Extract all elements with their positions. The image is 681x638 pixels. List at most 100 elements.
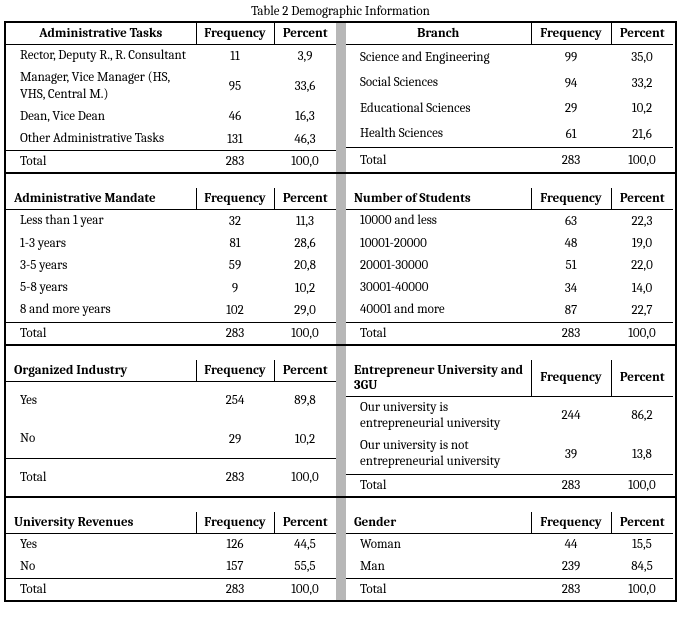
cell-percent: 33,6 [274, 67, 336, 106]
col-header-frequency: Frequency [196, 360, 274, 382]
col-header-title: University Revenues [6, 512, 196, 534]
subtable-right: BranchFrequencyPercentScience and Engine… [346, 23, 673, 172]
cell-percent: 44,5 [274, 533, 336, 556]
table-row: Science and Engineering9935,0 [346, 45, 673, 71]
cell-percent: 3,9 [274, 45, 336, 68]
cell-label: 20001-30000 [346, 255, 531, 277]
table-row: Our university is entrepreneurial univer… [346, 396, 673, 435]
col-header-percent: Percent [274, 512, 336, 534]
cell-label: No [6, 556, 196, 579]
cell-percent: 16,3 [274, 106, 336, 128]
cell-frequency: 29 [196, 420, 274, 459]
table-block: Organized IndustryFrequencyPercentYes254… [4, 360, 677, 498]
cell-label: 10001-20000 [346, 233, 531, 255]
table-row: Health Sciences6121,6 [346, 122, 673, 148]
cell-percent: 100,0 [611, 322, 673, 344]
cell-percent: 13,8 [611, 435, 673, 474]
cell-frequency: 283 [196, 151, 274, 173]
cell-frequency: 34 [531, 277, 611, 299]
cell-label: Total [346, 474, 531, 496]
table-row-total: Total283100,0 [6, 459, 336, 496]
col-header-title: Organized Industry [6, 360, 196, 382]
table-row: Man23984,5 [346, 556, 673, 579]
vertical-divider [336, 360, 346, 496]
cell-frequency: 102 [196, 299, 274, 322]
cell-label: 30001-40000 [346, 277, 531, 299]
cell-label: Man [346, 556, 531, 579]
cell-frequency: 126 [196, 533, 274, 556]
cell-label: Health Sciences [346, 122, 531, 148]
cell-frequency: 131 [196, 128, 274, 151]
table-row: Dean, Vice Dean4616,3 [6, 106, 336, 128]
table-row: Less than 1 year3211,3 [6, 210, 336, 233]
block-gap [4, 498, 677, 512]
cell-label: Total [346, 322, 531, 344]
cell-percent: 100,0 [274, 151, 336, 173]
cell-frequency: 51 [531, 255, 611, 277]
table-row-total: Total283100,0 [6, 579, 336, 601]
table-row: 5-8 years910,2 [6, 277, 336, 299]
cell-frequency: 283 [196, 459, 274, 496]
cell-frequency: 61 [531, 122, 611, 148]
cell-frequency: 46 [196, 106, 274, 128]
cell-label: Total [346, 148, 531, 173]
table-row: Yes25489,8 [6, 381, 336, 420]
table-row: Yes12644,5 [6, 533, 336, 556]
cell-percent: 22,3 [611, 210, 673, 233]
cell-label: No [6, 420, 196, 459]
cell-frequency: 59 [196, 255, 274, 277]
table-row: No15755,5 [6, 556, 336, 579]
cell-label: Total [6, 322, 196, 344]
cell-percent: 19,0 [611, 233, 673, 255]
table-row: 3-5 years5920,8 [6, 255, 336, 277]
cell-label: Less than 1 year [6, 210, 196, 233]
table-row: Other Administrative Tasks13146,3 [6, 128, 336, 151]
cell-percent: 14,0 [611, 277, 673, 299]
cell-frequency: 44 [531, 533, 611, 556]
cell-label: 5-8 years [6, 277, 196, 299]
cell-label: Manager, Vice Manager (HS, VHS, Central … [6, 67, 196, 106]
cell-label: 8 and more years [6, 299, 196, 322]
cell-frequency: 63 [531, 210, 611, 233]
subtable-left: University RevenuesFrequencyPercentYes12… [6, 512, 336, 601]
cell-percent: 89,8 [274, 381, 336, 420]
cell-frequency: 99 [531, 45, 611, 71]
cell-percent: 46,3 [274, 128, 336, 151]
cell-percent: 20,8 [274, 255, 336, 277]
cell-percent: 10,2 [274, 277, 336, 299]
cell-percent: 100,0 [611, 474, 673, 496]
col-header-title: Entrepreneur University and 3GU [346, 360, 531, 397]
col-header-title: Administrative Tasks [6, 23, 196, 45]
cell-frequency: 48 [531, 233, 611, 255]
cell-frequency: 39 [531, 435, 611, 474]
cell-frequency: 283 [196, 579, 274, 601]
cell-label: Total [346, 579, 531, 601]
col-header-percent: Percent [274, 23, 336, 45]
table-row: 10000 and less6322,3 [346, 210, 673, 233]
cell-label: Yes [6, 533, 196, 556]
cell-percent: 11,3 [274, 210, 336, 233]
table-row: 20001-300005122,0 [346, 255, 673, 277]
table-block: Administrative TasksFrequencyPercentRect… [4, 21, 677, 174]
cell-label: Dean, Vice Dean [6, 106, 196, 128]
cell-frequency: 11 [196, 45, 274, 68]
cell-frequency: 283 [531, 322, 611, 344]
table-row: Manager, Vice Manager (HS, VHS, Central … [6, 67, 336, 106]
cell-frequency: 157 [196, 556, 274, 579]
cell-percent: 29,0 [274, 299, 336, 322]
cell-frequency: 283 [531, 148, 611, 173]
subtable-right: Entrepreneur University and 3GUFrequency… [346, 360, 673, 496]
col-header-percent: Percent [611, 512, 673, 534]
cell-percent: 22,0 [611, 255, 673, 277]
subtable-right: GenderFrequencyPercentWoman4415,5Man2398… [346, 512, 673, 601]
cell-frequency: 95 [196, 67, 274, 106]
cell-label: Yes [6, 381, 196, 420]
cell-label: Total [6, 459, 196, 496]
cell-percent: 100,0 [611, 579, 673, 601]
col-header-title: Administrative Mandate [6, 188, 196, 210]
cell-label: Woman [346, 533, 531, 556]
table-row: 40001 and more8722,7 [346, 299, 673, 322]
vertical-divider [336, 498, 346, 512]
cell-frequency: 244 [531, 396, 611, 435]
subtable-left: Administrative TasksFrequencyPercentRect… [6, 23, 336, 172]
